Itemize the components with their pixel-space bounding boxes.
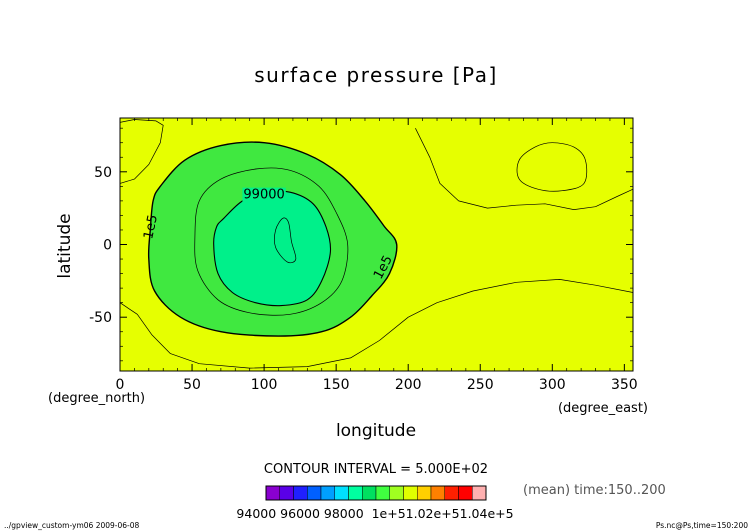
colorbar-frame xyxy=(265,485,487,501)
colorbar-swatch xyxy=(320,485,335,501)
colorbar-swatch xyxy=(458,485,473,501)
x-axis-label: longitude xyxy=(336,421,416,441)
y-tick-label: -50 xyxy=(89,310,112,326)
colorbar-swatch xyxy=(403,485,418,501)
colorbar-swatch xyxy=(472,485,487,501)
x-tick-label: 150 xyxy=(323,377,350,393)
y-axis-label: latitude xyxy=(55,213,75,278)
x-tick-label: 50 xyxy=(183,377,201,393)
colorbar-swatch xyxy=(389,485,404,501)
x-unit-label: (degree_east) xyxy=(558,401,648,416)
colorbar-swatch xyxy=(430,485,445,501)
fill-region-lowest xyxy=(213,190,331,306)
x-tick-label: 250 xyxy=(467,377,494,393)
contour-line-open xyxy=(415,128,634,210)
x-tick-label: 200 xyxy=(395,377,422,393)
contour-lines xyxy=(119,119,634,369)
contour-line-100500 xyxy=(516,142,588,192)
y-tick-label: 50 xyxy=(94,165,112,181)
contour-label-bg xyxy=(242,187,286,203)
colorbar-swatch xyxy=(362,485,377,501)
y-tick-label: 0 xyxy=(103,238,112,254)
contour-line-100500 xyxy=(274,217,297,264)
colorbar-swatch xyxy=(293,485,308,501)
colorbar-swatch xyxy=(307,485,322,501)
contour-line-100000 xyxy=(147,141,398,337)
x-tick-label: 300 xyxy=(539,377,566,393)
footer-left: ../gpview_custom-ym06 2009-06-08 xyxy=(4,521,140,530)
colorbar-swatch xyxy=(348,485,363,501)
x-axis: 0 50 100 150 200 250 300 350 xyxy=(116,118,638,393)
colorbar-swatch xyxy=(265,485,280,501)
footer-right: Ps.nc@Ps,time=150:200 xyxy=(656,521,748,530)
x-tick-label: 100 xyxy=(251,377,278,393)
colorbar xyxy=(265,485,487,501)
contour-line-99500 xyxy=(194,167,349,316)
contour-fills xyxy=(148,142,397,337)
contour-interval-label: CONTOUR INTERVAL = 5.000E+02 xyxy=(264,462,488,477)
contour-label: 1e5 xyxy=(141,213,161,240)
x-tick-label: 350 xyxy=(611,377,638,393)
time-label: (mean) time:150..200 xyxy=(523,483,666,498)
y-axis: 50 0 -50 xyxy=(89,127,633,362)
chart-title: surface pressure [Pa] xyxy=(254,63,498,87)
colorbar-labels: 94000 96000 98000 1e+51.02e+51.04e+5 xyxy=(236,506,513,521)
colorbar-swatch xyxy=(375,485,390,501)
contour-line-open xyxy=(119,279,634,369)
contour-line-open xyxy=(119,119,164,184)
y-unit-label: (degree_north) xyxy=(48,391,145,406)
colorbar-swatch xyxy=(417,485,432,501)
x-tick-label: 0 xyxy=(116,377,125,393)
colorbar-swatch xyxy=(444,485,459,501)
colorbar-swatch xyxy=(334,485,349,501)
contour-label: 99000 xyxy=(243,188,284,203)
colorbar-swatch xyxy=(279,485,294,501)
